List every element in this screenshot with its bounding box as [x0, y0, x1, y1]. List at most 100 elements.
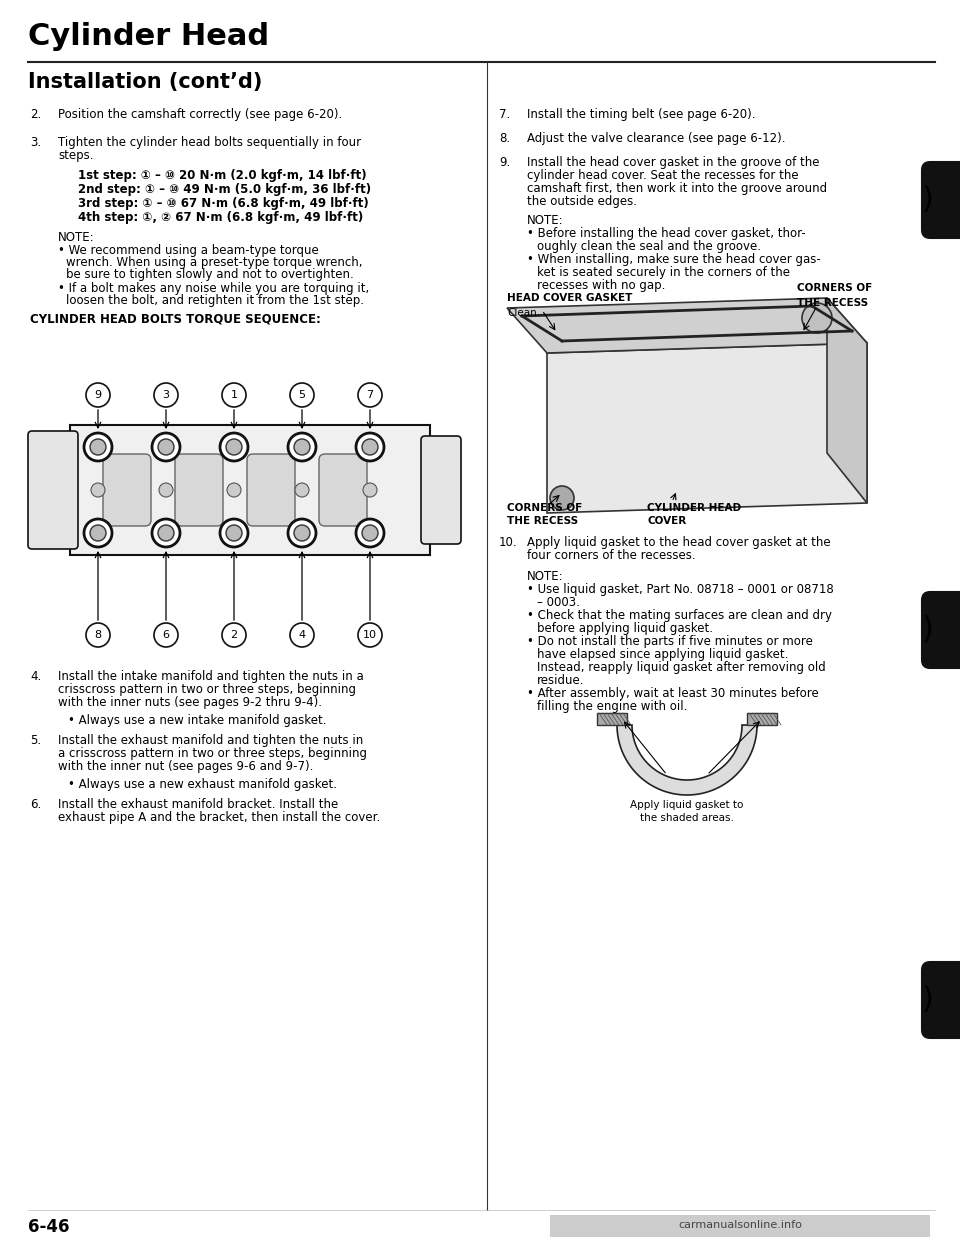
- Text: Install the intake manifold and tighten the nuts in a: Install the intake manifold and tighten …: [58, 669, 364, 683]
- Text: COVER: COVER: [647, 515, 686, 527]
- Circle shape: [226, 525, 242, 542]
- Circle shape: [86, 383, 110, 407]
- Text: Install the exhaust manifold bracket. Install the: Install the exhaust manifold bracket. In…: [58, 799, 338, 811]
- Text: • After assembly, wait at least 30 minutes before: • After assembly, wait at least 30 minut…: [527, 687, 819, 700]
- Text: carmanualsonline.info: carmanualsonline.info: [678, 1220, 802, 1230]
- Text: 5.: 5.: [30, 734, 41, 746]
- Circle shape: [220, 519, 248, 546]
- Circle shape: [295, 483, 309, 497]
- Text: oughly clean the seal and the groove.: oughly clean the seal and the groove.: [537, 240, 761, 253]
- Circle shape: [159, 483, 173, 497]
- Circle shape: [550, 486, 574, 510]
- Polygon shape: [827, 298, 867, 503]
- Text: four corners of the recesses.: four corners of the recesses.: [527, 549, 696, 561]
- Polygon shape: [507, 298, 867, 353]
- Text: ): ): [922, 616, 934, 645]
- Text: • Always use a new intake manifold gasket.: • Always use a new intake manifold gaske…: [68, 714, 326, 727]
- Text: 3.: 3.: [30, 137, 41, 149]
- Text: Position the camshaft correctly (see page 6-20).: Position the camshaft correctly (see pag…: [58, 108, 343, 120]
- FancyBboxPatch shape: [922, 161, 960, 238]
- FancyBboxPatch shape: [922, 963, 960, 1038]
- Text: Adjust the valve clearance (see page 6-12).: Adjust the valve clearance (see page 6-1…: [527, 132, 785, 145]
- Text: with the inner nut (see pages 9-6 and 9-7).: with the inner nut (see pages 9-6 and 9-…: [58, 760, 313, 773]
- Text: 4th step: ①, ② 67 N·m (6.8 kgf·m, 49 lbf·ft): 4th step: ①, ② 67 N·m (6.8 kgf·m, 49 lbf…: [78, 211, 363, 224]
- Text: NOTE:: NOTE:: [527, 570, 564, 582]
- Text: 6: 6: [162, 630, 170, 640]
- Circle shape: [294, 438, 310, 455]
- Text: ket is seated securely in the corners of the: ket is seated securely in the corners of…: [537, 266, 790, 279]
- Text: 2: 2: [230, 630, 237, 640]
- Text: 7.: 7.: [499, 108, 511, 120]
- Text: CORNERS OF: CORNERS OF: [507, 503, 583, 513]
- Text: • If a bolt makes any noise while you are torquing it,: • If a bolt makes any noise while you ar…: [58, 282, 370, 296]
- Text: 6-46: 6-46: [28, 1218, 69, 1236]
- Circle shape: [356, 519, 384, 546]
- Text: loosen the bolt, and retighten it from the 1st step.: loosen the bolt, and retighten it from t…: [66, 294, 364, 307]
- Text: • Use liquid gasket, Part No. 08718 – 0001 or 08718: • Use liquid gasket, Part No. 08718 – 00…: [527, 582, 833, 596]
- Circle shape: [90, 525, 106, 542]
- Text: 3rd step: ① – ⑩ 67 N·m (6.8 kgf·m, 49 lbf·ft): 3rd step: ① – ⑩ 67 N·m (6.8 kgf·m, 49 lb…: [78, 197, 369, 210]
- Text: 2.: 2.: [30, 108, 41, 120]
- Circle shape: [362, 438, 378, 455]
- Text: 10.: 10.: [499, 537, 517, 549]
- Circle shape: [90, 438, 106, 455]
- Circle shape: [227, 483, 241, 497]
- FancyBboxPatch shape: [550, 1215, 930, 1237]
- Text: before applying liquid gasket.: before applying liquid gasket.: [537, 622, 713, 635]
- Circle shape: [152, 519, 180, 546]
- Circle shape: [222, 383, 246, 407]
- Circle shape: [158, 525, 174, 542]
- FancyBboxPatch shape: [319, 455, 367, 527]
- Circle shape: [222, 623, 246, 647]
- Text: THE RECESS: THE RECESS: [507, 515, 578, 527]
- Text: residue.: residue.: [537, 674, 585, 687]
- Text: HEAD COVER GASKET: HEAD COVER GASKET: [507, 293, 633, 303]
- Circle shape: [91, 483, 105, 497]
- Circle shape: [84, 519, 112, 546]
- Text: recesses with no gap.: recesses with no gap.: [537, 279, 665, 292]
- Text: 1st step: ① – ⑩ 20 N·m (2.0 kgf·m, 14 lbf·ft): 1st step: ① – ⑩ 20 N·m (2.0 kgf·m, 14 lb…: [78, 169, 367, 183]
- Text: Install the head cover gasket in the groove of the: Install the head cover gasket in the gro…: [527, 156, 820, 169]
- Circle shape: [158, 438, 174, 455]
- Text: 8.: 8.: [499, 132, 510, 145]
- Text: 2nd step: ① – ⑩ 49 N·m (5.0 kgf·m, 36 lbf·ft): 2nd step: ① – ⑩ 49 N·m (5.0 kgf·m, 36 lb…: [78, 183, 372, 196]
- Text: 3: 3: [162, 390, 170, 400]
- Text: filling the engine with oil.: filling the engine with oil.: [537, 700, 687, 713]
- Circle shape: [358, 383, 382, 407]
- Circle shape: [290, 383, 314, 407]
- Circle shape: [290, 623, 314, 647]
- Text: ): ): [922, 985, 934, 1015]
- Text: Clean.: Clean.: [507, 308, 540, 318]
- Text: Install the exhaust manifold and tighten the nuts in: Install the exhaust manifold and tighten…: [58, 734, 363, 746]
- Circle shape: [294, 525, 310, 542]
- Circle shape: [220, 433, 248, 461]
- Text: 4.: 4.: [30, 669, 41, 683]
- Text: with the inner nuts (see pages 9-2 thru 9-4).: with the inner nuts (see pages 9-2 thru …: [58, 696, 322, 709]
- Text: exhaust pipe A and the bracket, then install the cover.: exhaust pipe A and the bracket, then ins…: [58, 811, 380, 823]
- Circle shape: [226, 438, 242, 455]
- Text: 7: 7: [367, 390, 373, 400]
- Text: be sure to tighten slowly and not to overtighten.: be sure to tighten slowly and not to ove…: [66, 268, 353, 281]
- Text: the outside edges.: the outside edges.: [527, 195, 637, 207]
- Polygon shape: [547, 343, 867, 513]
- Text: cylinder head cover. Seat the recesses for the: cylinder head cover. Seat the recesses f…: [527, 169, 799, 183]
- Circle shape: [288, 433, 316, 461]
- Text: 1: 1: [230, 390, 237, 400]
- Text: • Always use a new exhaust manifold gasket.: • Always use a new exhaust manifold gask…: [68, 777, 337, 791]
- Text: wrench. When using a preset-type torque wrench,: wrench. When using a preset-type torque …: [66, 256, 363, 270]
- FancyBboxPatch shape: [70, 425, 430, 555]
- Text: • Do not install the parts if five minutes or more: • Do not install the parts if five minut…: [527, 635, 813, 648]
- Text: camshaft first, then work it into the groove around: camshaft first, then work it into the gr…: [527, 183, 828, 195]
- Circle shape: [152, 433, 180, 461]
- Text: • Before installing the head cover gasket, thor-: • Before installing the head cover gaske…: [527, 227, 805, 240]
- Circle shape: [356, 433, 384, 461]
- FancyBboxPatch shape: [747, 713, 777, 725]
- Text: Install the timing belt (see page 6-20).: Install the timing belt (see page 6-20).: [527, 108, 756, 120]
- Text: crisscross pattern in two or three steps, beginning: crisscross pattern in two or three steps…: [58, 683, 356, 696]
- Text: 9: 9: [94, 390, 102, 400]
- Text: 6.: 6.: [30, 799, 41, 811]
- Text: NOTE:: NOTE:: [58, 231, 95, 243]
- Text: 9.: 9.: [499, 156, 511, 169]
- Text: 4: 4: [299, 630, 305, 640]
- FancyBboxPatch shape: [175, 455, 223, 527]
